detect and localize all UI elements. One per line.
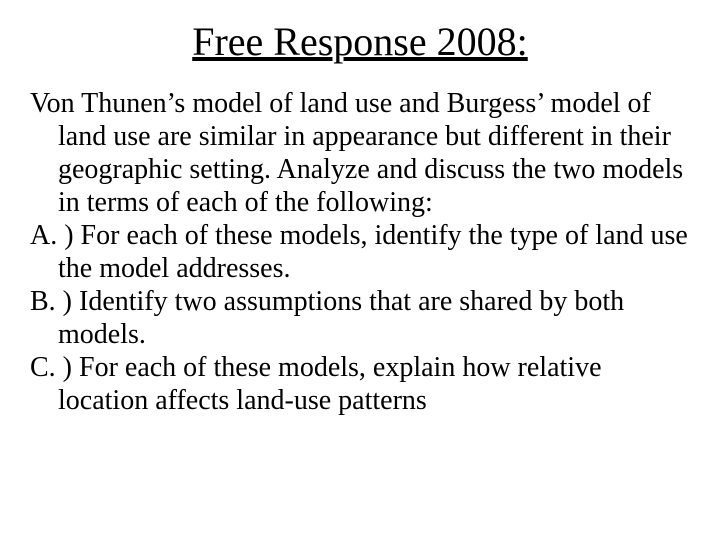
item-a: A. ) For each of these models, identify … bbox=[30, 219, 690, 285]
item-b: B. ) Identify two assumptions that are s… bbox=[30, 285, 690, 351]
intro-paragraph: Von Thunen’s model of land use and Burge… bbox=[30, 87, 690, 219]
body-content: Von Thunen’s model of land use and Burge… bbox=[30, 87, 690, 417]
item-c: C. ) For each of these models, explain h… bbox=[30, 351, 690, 417]
page-title: Free Response 2008: bbox=[30, 18, 690, 65]
